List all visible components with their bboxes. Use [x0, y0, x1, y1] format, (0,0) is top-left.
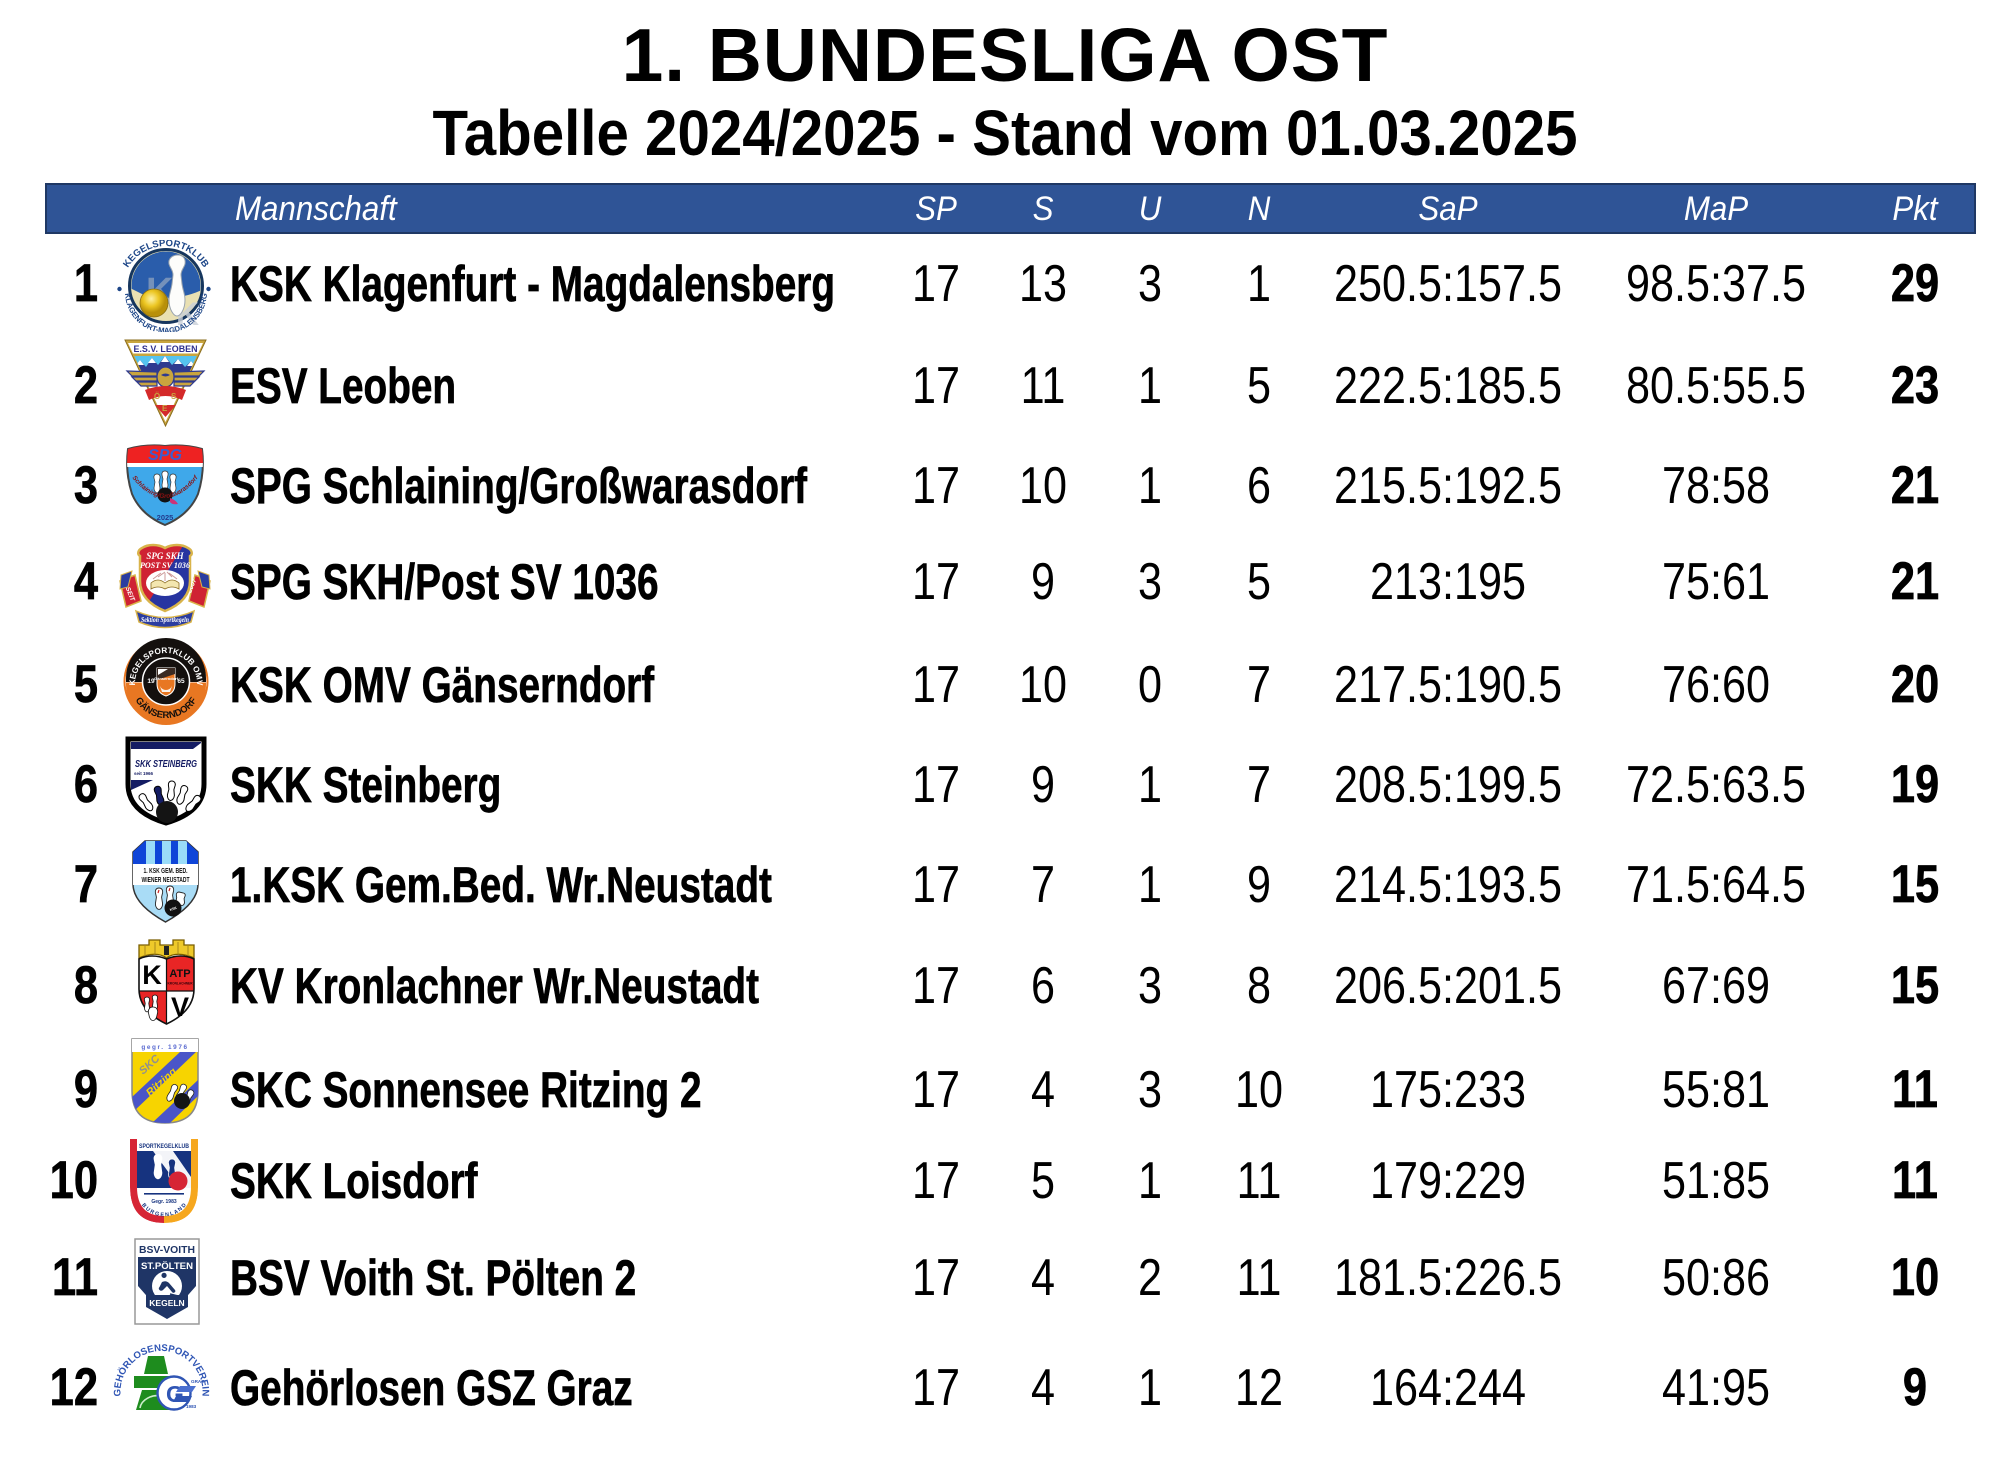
svg-text:65: 65 — [177, 678, 185, 685]
svg-text:BSV-VOITH: BSV-VOITH — [139, 1245, 195, 1256]
svg-text:KEGELN: KEGELN — [149, 1298, 184, 1308]
svg-text:SKK STEINBERG: SKK STEINBERG — [135, 758, 197, 770]
svg-text:SPG SKH: SPG SKH — [146, 551, 184, 561]
svg-text:GRAZ: GRAZ — [191, 1379, 204, 1384]
svg-text:KRONLACHNER: KRONLACHNER — [168, 982, 193, 986]
svg-text:ATP: ATP — [169, 968, 190, 980]
svg-text:KSK: KSK — [169, 906, 178, 912]
svg-text:K: K — [142, 960, 162, 990]
svg-text:ST.PÖLTEN: ST.PÖLTEN — [141, 1261, 193, 1272]
svg-text:Gegr. 1983: Gegr. 1983 — [151, 1199, 177, 1205]
svg-text:SPORTKEGELKLUB: SPORTKEGELKLUB — [139, 1143, 189, 1150]
svg-text:E: E — [162, 404, 168, 413]
svg-text:gegr. 1976: gegr. 1976 — [141, 1044, 188, 1051]
svg-text:G: G — [166, 1381, 184, 1407]
svg-text:S: S — [171, 392, 177, 401]
svg-text:V: V — [171, 992, 189, 1022]
svg-text:1. KSK GEM. BED.: 1. KSK GEM. BED. — [144, 866, 188, 875]
svg-text:1983: 1983 — [186, 1404, 197, 1409]
svg-text:2025: 2025 — [157, 513, 174, 522]
svg-text:SPG: SPG — [148, 447, 182, 464]
svg-text:Gänserndorf: Gänserndorf — [154, 676, 179, 681]
svg-text:Sektion Sportkegeln: Sektion Sportkegeln — [141, 615, 189, 624]
svg-text:Ö: Ö — [154, 392, 160, 401]
svg-text:WIENER NEUSTADT: WIENER NEUSTADT — [142, 875, 190, 884]
svg-text:POST SV 1036: POST SV 1036 — [140, 560, 191, 570]
svg-text:19: 19 — [147, 678, 155, 685]
svg-text:E.S.V. LEOBEN: E.S.V. LEOBEN — [134, 344, 198, 354]
svg-text:seit 1966: seit 1966 — [134, 771, 154, 776]
